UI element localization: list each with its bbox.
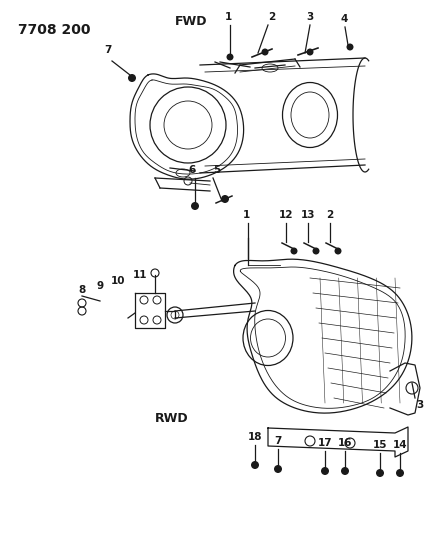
Text: 7: 7	[274, 436, 282, 446]
Text: 12: 12	[279, 210, 293, 220]
Circle shape	[262, 49, 268, 55]
Text: 14: 14	[392, 440, 407, 450]
Text: 3: 3	[416, 400, 423, 410]
Circle shape	[274, 465, 282, 473]
Circle shape	[306, 49, 313, 55]
Circle shape	[376, 469, 384, 477]
Text: 7: 7	[104, 45, 112, 55]
Circle shape	[291, 247, 297, 254]
Text: 3: 3	[306, 12, 314, 22]
Text: 10: 10	[111, 276, 125, 286]
Circle shape	[226, 53, 234, 61]
Circle shape	[341, 467, 349, 475]
Text: 18: 18	[248, 432, 262, 442]
Text: 2: 2	[327, 210, 333, 220]
Text: 13: 13	[301, 210, 315, 220]
Text: 16: 16	[338, 438, 352, 448]
Circle shape	[335, 247, 342, 254]
Circle shape	[396, 469, 404, 477]
Text: 7708 200: 7708 200	[18, 23, 90, 37]
Text: 5: 5	[214, 165, 220, 175]
Text: 15: 15	[373, 440, 387, 450]
Text: 1: 1	[224, 12, 232, 22]
Text: 4: 4	[340, 14, 348, 24]
Circle shape	[251, 461, 259, 469]
Text: 9: 9	[96, 281, 104, 291]
Text: 6: 6	[188, 165, 196, 175]
Text: FWD: FWD	[175, 15, 208, 28]
Circle shape	[191, 202, 199, 210]
Text: 2: 2	[268, 12, 276, 22]
Text: 17: 17	[318, 438, 332, 448]
Circle shape	[128, 74, 136, 82]
Text: 11: 11	[133, 270, 147, 280]
Circle shape	[171, 311, 179, 319]
Circle shape	[312, 247, 319, 254]
Circle shape	[347, 44, 354, 51]
Text: RWD: RWD	[155, 412, 189, 425]
Text: 8: 8	[78, 285, 86, 295]
Circle shape	[221, 195, 229, 203]
Text: 1: 1	[242, 210, 250, 220]
Circle shape	[321, 467, 329, 475]
